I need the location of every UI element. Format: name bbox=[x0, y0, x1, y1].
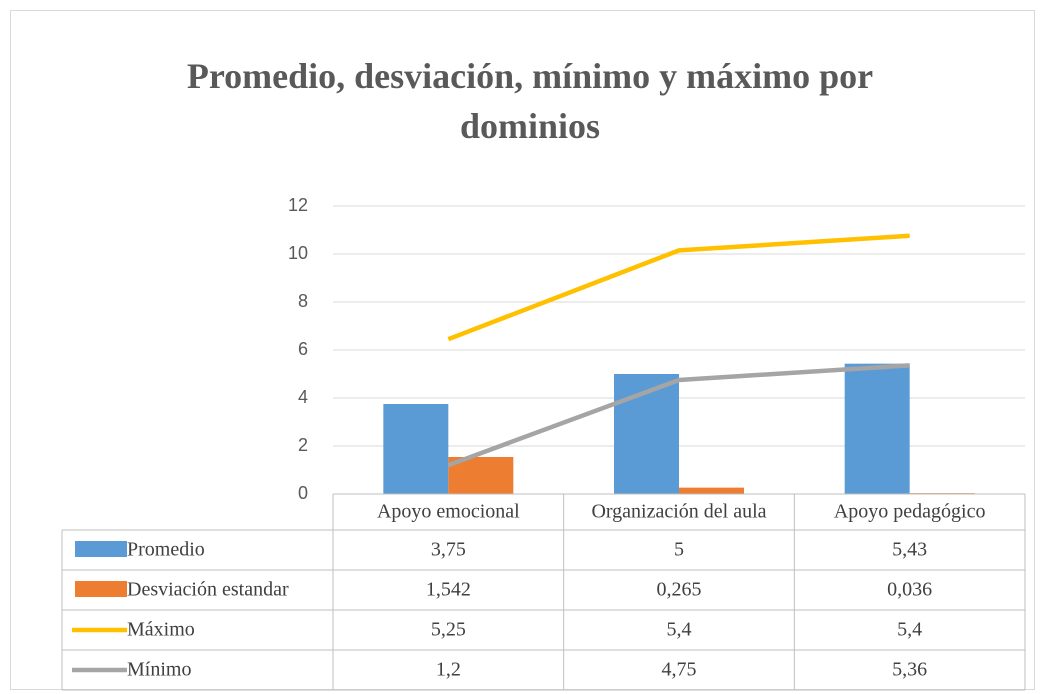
bar bbox=[679, 487, 744, 494]
table-value: 5,4 bbox=[667, 619, 692, 641]
legend-label: Promedio bbox=[127, 539, 205, 561]
chart-title: Promedio, desviación, mínimo y máximo po… bbox=[187, 56, 873, 146]
line-series bbox=[447, 233, 910, 342]
table-value: 4,75 bbox=[662, 659, 697, 681]
y-tick-label: 10 bbox=[288, 243, 308, 263]
legend-key bbox=[75, 541, 127, 557]
y-tick-label: 4 bbox=[298, 387, 308, 407]
legend-label: Desviación estandar bbox=[127, 579, 289, 601]
x-tick-label: Apoyo pedagógico bbox=[834, 501, 986, 523]
y-tick-label: 6 bbox=[298, 339, 308, 359]
table-value: 5,43 bbox=[892, 539, 927, 561]
table-value: 5,4 bbox=[897, 619, 922, 641]
x-tick-label: Organización del aula bbox=[591, 501, 766, 523]
line-series bbox=[447, 363, 910, 468]
table-value: 1,542 bbox=[426, 579, 471, 601]
y-tick-label: 8 bbox=[298, 291, 308, 311]
y-tick-label: 0 bbox=[298, 483, 308, 503]
legend-label: Mínimo bbox=[127, 659, 191, 681]
y-tick-label: 2 bbox=[298, 435, 308, 455]
bar bbox=[844, 363, 910, 494]
y-tick-label: 12 bbox=[288, 195, 308, 215]
table-value: 5,36 bbox=[892, 659, 927, 681]
bar bbox=[383, 404, 449, 494]
table-value: 0,036 bbox=[887, 579, 932, 601]
table-value: 0,265 bbox=[657, 579, 702, 601]
table-value: 5 bbox=[674, 539, 684, 561]
table-value: 1,2 bbox=[436, 659, 461, 681]
table-value: 5,25 bbox=[431, 619, 466, 641]
table-value: 3,75 bbox=[431, 539, 466, 561]
x-tick-label: Apoyo emocional bbox=[377, 501, 520, 523]
legend-key bbox=[75, 581, 127, 597]
legend-label: Máximo bbox=[127, 619, 195, 641]
